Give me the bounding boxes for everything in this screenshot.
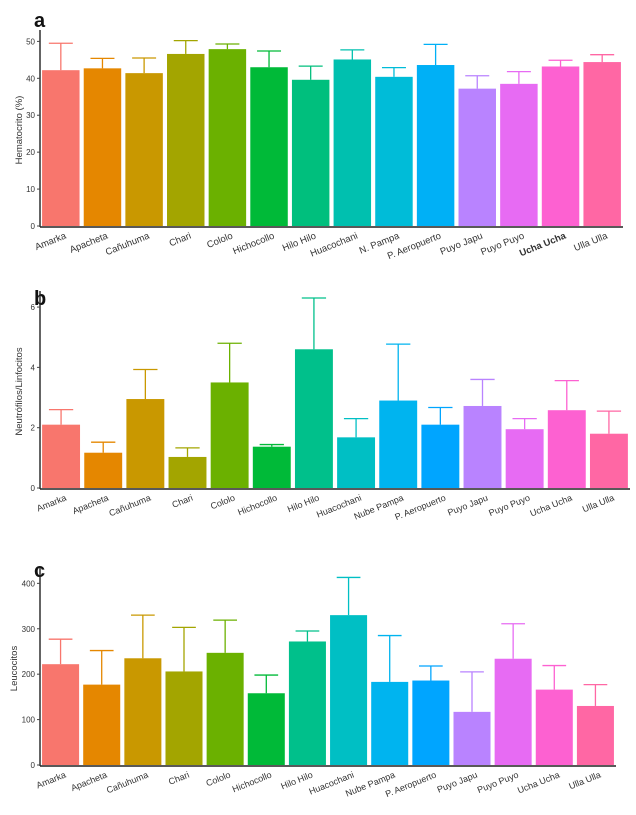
chart-b-ytick-label: 0 [31, 484, 36, 493]
chart-b-bar [252, 446, 291, 488]
chart-a-bar [583, 62, 621, 226]
chart-b-bar [84, 452, 123, 488]
chart-a-xtick-label: Huacochani [309, 231, 360, 260]
chart-b-xtick-label: Puyo Puyo [487, 493, 531, 519]
chart-b-bar [168, 456, 207, 488]
chart-b-xtick-label: Cañuhuma [108, 493, 153, 519]
chart-c-bar [535, 689, 573, 765]
panel-c-leucocitos: c 0100200300400LeucocitosAmarkaApachetaC… [0, 532, 636, 815]
chart-b-xtick-label: Chari [171, 493, 195, 510]
chart-b-bar [337, 437, 376, 488]
panel-a-hematocrito: a 0 10 20 30 40 50 Hematocrito (%) Amarka Apache… [0, 0, 636, 262]
chart-c-bar [453, 711, 491, 765]
chart-c-bar [42, 664, 80, 765]
chart-a-bar [500, 83, 538, 226]
chart-c-bar [124, 658, 162, 765]
chart-a-ytick-label: 50 [26, 37, 35, 46]
chart-a-ytick-label: 0 [31, 222, 36, 231]
chart-b-bar [589, 433, 628, 488]
chart-c-xtick-label: Puyo Puyo [476, 770, 520, 796]
chart-c-xtick-label: Cañuhuma [105, 770, 150, 796]
chart-c-xtick-label: Ucha Ucha [516, 770, 561, 796]
chart-b-xtick-label: Hichocollo [236, 493, 278, 518]
chart-c-xtick-label: Amarka [35, 770, 68, 791]
chart-a-xtick-label: Cololo [205, 231, 234, 251]
chart-a-xtick-label: Chari [168, 231, 193, 250]
panel-a-label: a [34, 10, 46, 32]
chart-b-bar [505, 429, 544, 488]
chart-a-svg: 0 10 20 30 40 50 Hematocrito (%) Amarka Apacheta… [14, 30, 623, 262]
chart-a-bar [541, 66, 580, 226]
chart-a-ytick-label: 10 [26, 185, 35, 194]
chart-b-bar [42, 424, 81, 488]
chart-a-bar [125, 73, 163, 226]
chart-c-bar [165, 671, 203, 765]
chart-b-ytick-label: 4 [31, 363, 36, 372]
chart-a-bar [416, 65, 455, 226]
chart-c-svg: 0 100 200 300 400 Leucocitos Amarka ApachetaCañ… [9, 568, 616, 799]
chart-b-bar [379, 400, 418, 488]
chart-b-bar [421, 424, 460, 488]
chart-c-bar [576, 705, 614, 765]
chart-b-bar [463, 405, 502, 488]
chart-b-bar [126, 399, 165, 488]
chart-c-xtick-label: Chari [167, 770, 191, 787]
chart-a-ytick-label: 20 [26, 148, 35, 157]
chart-b-bar [210, 382, 249, 488]
chart-a-ytick-label: 40 [26, 74, 35, 83]
chart-b-bar [294, 349, 333, 488]
chart-c-ylabel: Leucocitos [9, 646, 20, 692]
chart-c-bar [494, 658, 532, 765]
chart-c-ytick-label: 100 [22, 716, 36, 725]
chart-c-bar [412, 680, 450, 765]
panel-b-neutrofilos: b 0246Neutrófilos/LinfocitosAmarkaApache… [0, 262, 636, 532]
chart-a-bar [208, 49, 247, 227]
chart-c-xtick-label: Apacheta [69, 770, 108, 794]
chart-a-bar [375, 76, 413, 226]
chart-c-bar [371, 681, 409, 765]
chart-c-bar [247, 693, 285, 765]
chart-a-bar [167, 53, 205, 226]
chart-a-bar [458, 88, 496, 227]
chart-c-bar [206, 652, 244, 765]
chart-b-xtick-label: Apacheta [71, 493, 110, 517]
chart-c-bar [330, 615, 368, 765]
chart-b-xtick-label: Ucha Ucha [529, 493, 574, 519]
chart-c-xtick-label: Hichocollo [231, 770, 273, 795]
chart-c-ytick-label: 300 [22, 625, 36, 634]
chart-c-ytick-label: 0 [31, 761, 36, 770]
chart-a-xtick-label: Puyo Japu [439, 231, 485, 258]
chart-a-xtick-label: Ulla Ulla [572, 230, 610, 254]
chart-b-svg: 0 2 4 6 Neutrófilos/Linfocitos Amarka Apacheta… [14, 291, 630, 522]
chart-b-xtick-label: Amarka [35, 493, 68, 514]
chart-c-xtick-label: Puyo Japu [436, 770, 479, 795]
chart-b-bar [547, 410, 586, 488]
chart-a-bar [250, 67, 288, 226]
chart-c-ytick-label: 400 [22, 579, 36, 588]
chart-c-bar [83, 684, 121, 765]
chart-a-bar [83, 68, 122, 226]
chart-c-ytick-label: 200 [22, 670, 36, 679]
chart-a-xtick-label: Ucha Ucha [518, 230, 568, 259]
chart-b-ytick-label: 6 [31, 303, 36, 312]
chart-a-xtick-label: Apacheta [68, 230, 110, 256]
chart-b-xtick-label: Puyo Japu [446, 493, 489, 518]
chart-a-ytick-label: 30 [26, 111, 35, 120]
chart-a-bar [291, 79, 330, 227]
chart-b-xtick-label: Cololo [209, 493, 236, 512]
chart-c-xtick-label: Cololo [204, 770, 231, 789]
chart-a-xtick-label: Cañuhuma [104, 230, 152, 258]
chart-b-ylabel: Neutrófilos/Linfocitos [14, 347, 25, 435]
chart-b-ytick-label: 2 [31, 424, 36, 433]
chart-b-xtick-label: Ulla Ulla [581, 493, 616, 515]
chart-a-xtick-label: Amarka [33, 230, 68, 253]
chart-a-ylabel: Hematocrito (%) [14, 96, 25, 165]
chart-a-bar [42, 70, 80, 226]
chart-a-bar [333, 59, 372, 226]
chart-a-xtick-label: Hichocollo [231, 231, 276, 258]
chart-c-xtick-label: Ulla Ulla [567, 770, 602, 792]
chart-c-bar [288, 641, 326, 765]
